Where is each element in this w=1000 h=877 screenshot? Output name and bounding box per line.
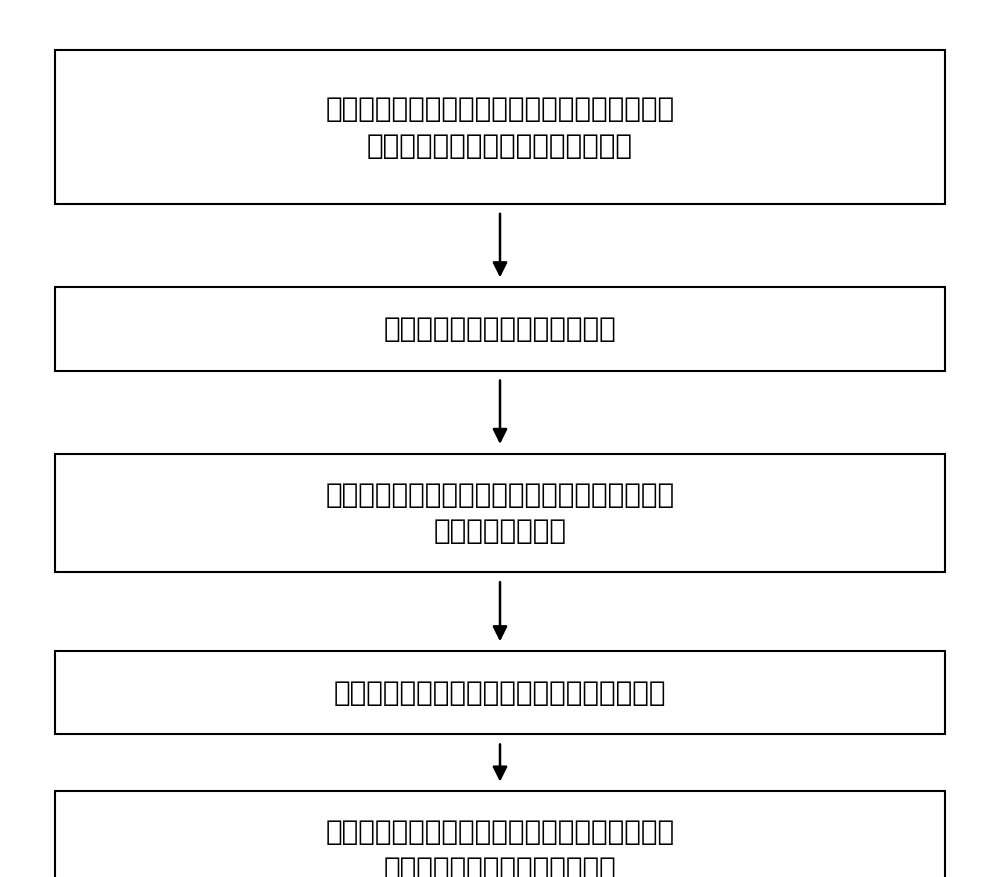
FancyBboxPatch shape	[55, 791, 945, 877]
Text: 对所述卫星观测数据进行预处理: 对所述卫星观测数据进行预处理	[384, 315, 616, 343]
FancyBboxPatch shape	[55, 287, 945, 370]
FancyBboxPatch shape	[55, 651, 945, 735]
Text: 获取所述洋面场景区域的环境数据并进行预处理
得到洋面环境数据: 获取所述洋面场景区域的环境数据并进行预处理 得到洋面环境数据	[325, 481, 675, 545]
FancyBboxPatch shape	[55, 454, 945, 573]
FancyBboxPatch shape	[55, 51, 945, 204]
Text: 获取非偏振卫星传感器在轨后获得的洋面场景区
域的卫星观测数据作为地物观测目标: 获取非偏振卫星传感器在轨后获得的洋面场景区 域的卫星观测数据作为地物观测目标	[325, 95, 675, 160]
Text: 基于所述海洋表面三维模型，结合菲涅尔反射定
律模拟海洋表面的偏振辐射状态: 基于所述海洋表面三维模型，结合菲涅尔反射定 律模拟海洋表面的偏振辐射状态	[325, 818, 675, 877]
Text: 利用所述洋面环境数据构建海洋表面三维模型: 利用所述洋面环境数据构建海洋表面三维模型	[334, 679, 666, 707]
